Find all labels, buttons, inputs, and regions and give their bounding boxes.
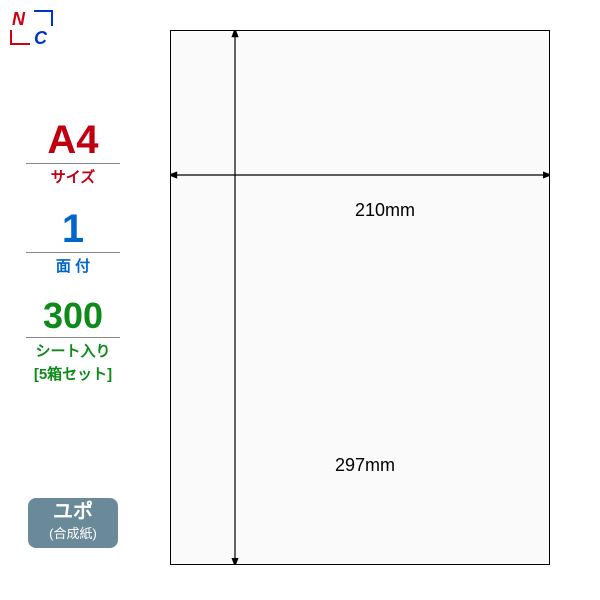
- spec-faces-label: 面 付: [18, 255, 128, 276]
- spec-faces: 1 面 付: [18, 209, 128, 276]
- material-main: ユポ: [36, 502, 110, 522]
- spec-size-value: A4: [18, 120, 128, 160]
- spec-size: A4 サイズ: [18, 120, 128, 187]
- height-label: 297mm: [335, 455, 395, 476]
- spec-sheets-boxset: [5箱セット]: [18, 363, 128, 384]
- material-sub: (合成紙): [36, 523, 110, 542]
- divider: [26, 337, 120, 338]
- spec-sheets-value: 300: [18, 298, 128, 334]
- spec-sheets-label: シート入り: [18, 340, 128, 361]
- spec-faces-value: 1: [18, 209, 128, 249]
- divider: [26, 252, 120, 253]
- spec-sheets: 300 シート入り [5箱セット]: [18, 298, 128, 384]
- divider: [26, 163, 120, 164]
- width-label: 210mm: [355, 200, 415, 221]
- brand-logo: N C: [8, 8, 58, 48]
- paper-diagram-rect: [170, 30, 550, 565]
- spec-size-label: サイズ: [18, 166, 128, 187]
- material-badge: ユポ (合成紙): [28, 498, 118, 548]
- logo-c: C: [34, 28, 48, 48]
- spec-sidebar: A4 サイズ 1 面 付 300 シート入り [5箱セット] ユポ (合成紙): [18, 120, 128, 548]
- logo-n: N: [12, 9, 26, 29]
